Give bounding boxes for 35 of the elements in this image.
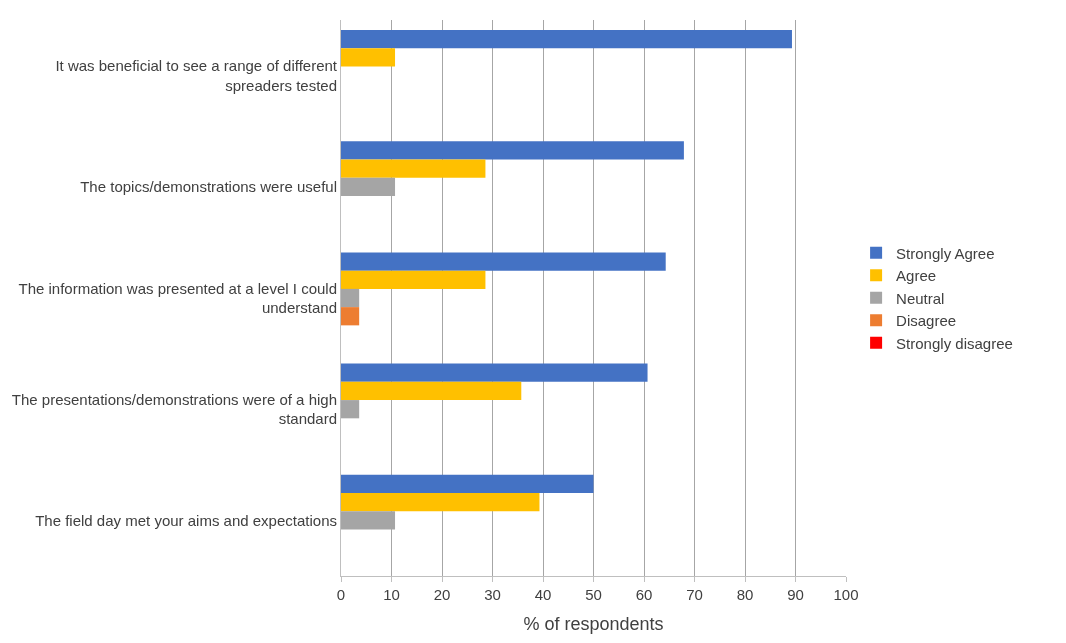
bar [341,474,594,494]
x-tick-label: 30 [484,586,501,603]
x-tick-label: 50 [585,586,602,603]
x-tick-label: 100 [833,586,859,603]
bar [341,141,684,160]
x-tick-label: 10 [383,586,400,603]
x-tick-label: 0 [336,586,346,603]
y-tick-label: The field day met your aims and expectations [35,511,337,529]
legend-label: Strongly Agree [896,244,995,262]
x-tick-label: 20 [433,586,451,603]
legend-label: Neutral [896,289,945,307]
bar [341,400,360,419]
bar [341,252,666,271]
x-tick-label: 40 [534,586,552,603]
bar [341,381,522,401]
bar [341,363,648,382]
bar [341,493,540,512]
bar [341,288,360,308]
x-tick-label: 60 [635,586,653,603]
y-tick-label: The information was presented at a level I could understand [18,279,337,316]
bar [341,159,486,178]
y-tick-label: The presentations/demonstrations were of a high standard [11,390,337,428]
x-axis-title: % of respondents [523,614,664,635]
bar [341,307,360,326]
bar [341,48,396,67]
y-tick-label: It was beneficial to see a range of different spreaders tested [55,57,338,94]
x-tick-label: 90 [787,586,804,603]
x-tick-label: 70 [686,586,703,603]
legend-label: Disagree [896,312,957,330]
x-tick-label: 80 [736,586,754,603]
bar [341,30,792,49]
legend-label: Strongly disagree [896,334,1013,352]
bar [341,270,486,289]
legend-label: Agree [896,267,937,285]
y-tick-label: The topics/demonstrations were useful [80,178,337,196]
